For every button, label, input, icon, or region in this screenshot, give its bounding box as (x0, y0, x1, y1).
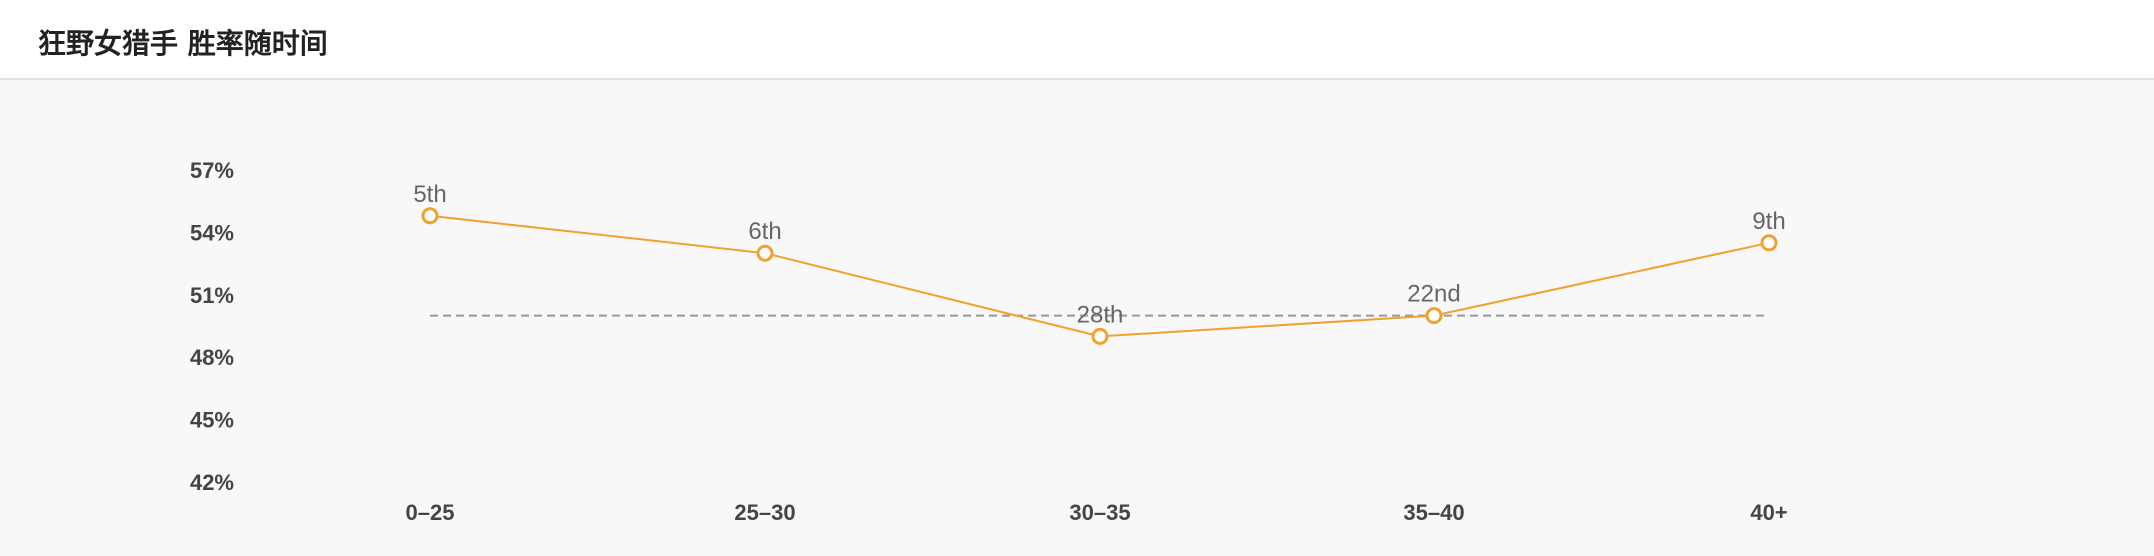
x-tick-label: 0–25 (406, 500, 455, 525)
y-tick-label: 57% (190, 158, 234, 183)
y-tick-label: 42% (190, 470, 234, 495)
data-label: 28th (1077, 301, 1124, 328)
data-label: 22nd (1407, 281, 1460, 308)
x-tick-label: 25–30 (734, 500, 795, 525)
card-header: 狂野女猎手 胜率随时间 (0, 0, 2154, 80)
data-point (756, 244, 774, 262)
x-tick-label: 35–40 (1403, 500, 1464, 525)
data-label: 9th (1752, 208, 1785, 235)
x-tick-label: 30–35 (1069, 500, 1130, 525)
chart-area: 57% 54% 51% 48% 45% 42% 0–25 25–30 30–35 35–40 40+… (0, 80, 2154, 556)
x-tick-label: 40+ (1750, 500, 1787, 525)
data-point (1760, 234, 1778, 252)
y-tick-label: 51% (190, 283, 234, 308)
y-tick-label: 54% (190, 220, 234, 245)
data-label: 5th (413, 181, 446, 208)
data-label: 6th (748, 218, 781, 245)
chart-title: 狂野女猎手 胜率随时间 (38, 27, 328, 60)
win-rate-line-chart: 57% 54% 51% 48% 45% 42% 0–25 25–30 30–35 35–40 40+… (190, 158, 1788, 525)
data-point (1091, 327, 1109, 345)
y-tick-label: 48% (190, 345, 234, 370)
data-point (421, 207, 439, 225)
data-point (1425, 307, 1443, 325)
y-tick-label: 45% (190, 408, 234, 433)
